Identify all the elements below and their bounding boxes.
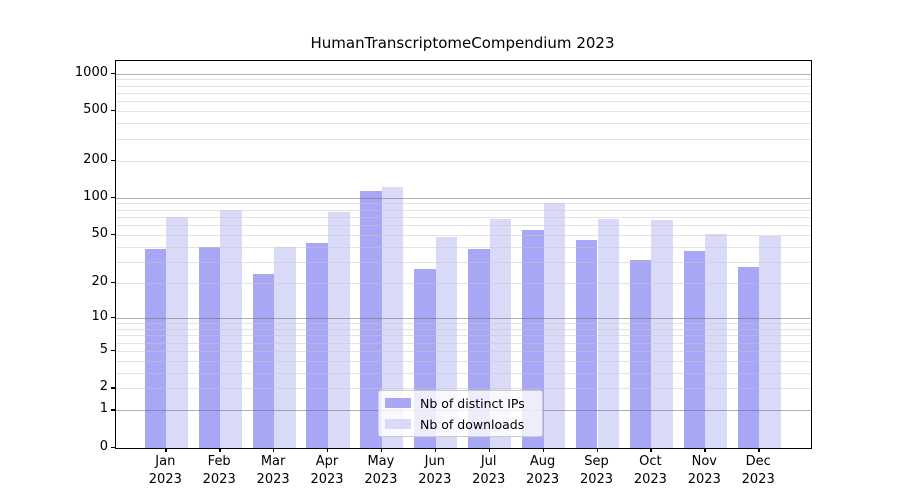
gridline-minor-500: [116, 111, 811, 113]
y-tick-label-0: 0: [99, 439, 108, 454]
x-tick-label-aug: Aug 2023: [526, 454, 560, 487]
x-tick-label-apr: Apr 2023: [310, 454, 344, 487]
x-tick-label-mar: Mar 2023: [256, 454, 290, 487]
bar-distinct-ips-jan: [144, 249, 167, 448]
bar-downloads-may: [381, 187, 404, 448]
gridline-minor-600: [116, 101, 811, 103]
y-tick-label-20: 20: [91, 273, 108, 289]
gridline-minor-90: [116, 203, 811, 205]
y-tick-label-1000: 1000: [74, 64, 108, 80]
bar-downloads-mar: [274, 246, 296, 448]
bar-distinct-ips-may: [360, 191, 382, 448]
x-tick-label-feb: Feb 2023: [202, 454, 236, 487]
gridline-minor-6: [116, 342, 811, 344]
y-tick-mark-200: [111, 159, 115, 161]
legend-label-distinct-ips: Nb of distinct IPs: [420, 395, 525, 411]
gridline-minor-5: [116, 350, 811, 352]
y-tick-mark-5: [111, 349, 115, 352]
gridline-minor-900: [116, 79, 811, 81]
x-tick-label-dec: Dec 2023: [741, 454, 775, 487]
plot-area: [115, 60, 812, 449]
gridline-minor-2: [116, 388, 811, 390]
bar-distinct-ips-apr: [306, 242, 328, 448]
legend-swatch-downloads: [385, 419, 411, 429]
x-tick-mark-feb: [219, 448, 221, 452]
gridline-minor-4: [116, 360, 811, 362]
y-tick-mark-0: [111, 447, 115, 449]
x-tick-mark-dec: [758, 448, 760, 452]
legend-swatch-distinct-ips: [385, 398, 411, 408]
legend-label-downloads: Nb of downloads: [420, 416, 525, 432]
x-tick-mark-may: [380, 448, 383, 452]
gridline-minor-200: [116, 160, 811, 162]
x-tick-label-jan: Jan 2023: [148, 454, 182, 487]
x-tick-label-oct: Oct 2023: [633, 454, 667, 487]
y-tick-label-500: 500: [83, 102, 108, 118]
y-tick-mark-500: [111, 110, 115, 112]
x-tick-mark-mar: [273, 448, 275, 452]
x-tick-mark-nov: [704, 448, 706, 452]
x-tick-label-may: May 2023: [364, 454, 398, 487]
bar-downloads-sep: [597, 219, 620, 448]
x-tick-label-nov: Nov 2023: [687, 454, 721, 487]
y-tick-label-100: 100: [83, 188, 108, 204]
x-tick-label-jul: Jul 2023: [472, 454, 506, 487]
gridline-minor-70: [116, 216, 811, 218]
y-tick-mark-50: [111, 233, 115, 236]
gridline-minor-7: [116, 335, 811, 337]
gridline-minor-40: [116, 246, 811, 248]
y-tick-mark-1: [111, 409, 115, 411]
y-tick-mark-2: [111, 387, 115, 389]
y-tick-label-1: 1: [99, 401, 108, 417]
x-tick-mark-apr: [327, 448, 329, 452]
gridline-major-100: [116, 197, 811, 199]
gridline-minor-300: [116, 138, 811, 140]
bar-downloads-oct: [651, 220, 673, 448]
y-tick-label-5: 5: [99, 341, 108, 357]
x-tick-mark-jun: [434, 448, 437, 452]
gridline-minor-20: [116, 282, 811, 284]
bar-distinct-ips-sep: [575, 240, 598, 448]
x-tick-mark-aug: [542, 448, 544, 452]
bar-distinct-ips-dec: [737, 267, 760, 448]
x-tick-mark-jan: [165, 448, 167, 452]
x-tick-label-jun: Jun 2023: [418, 454, 452, 487]
gridline-minor-8: [116, 328, 811, 330]
gridline-minor-700: [116, 92, 811, 94]
bar-distinct-ips-feb: [198, 246, 221, 448]
gridline-minor-80: [116, 209, 811, 211]
gridline-minor-9: [116, 323, 811, 325]
y-tick-mark-100: [111, 196, 115, 199]
x-tick-mark-oct: [650, 448, 652, 452]
y-tick-mark-1000: [111, 72, 115, 74]
y-tick-label-10: 10: [91, 309, 108, 325]
y-tick-label-200: 200: [83, 151, 108, 167]
gridline-minor-50: [116, 234, 811, 236]
legend: Nb of distinct IPs Nb of downloads: [378, 390, 543, 437]
bar-distinct-ips-nov: [683, 250, 706, 448]
gridline-minor-30: [116, 261, 811, 263]
gridline-minor-60: [116, 225, 811, 227]
bar-downloads-jan: [166, 216, 188, 448]
bar-distinct-ips-oct: [629, 260, 652, 448]
legend-row-distinct-ips: Nb of distinct IPs: [385, 396, 534, 411]
y-tick-label-2: 2: [99, 379, 108, 395]
x-tick-label-sep: Sep 2023: [579, 454, 614, 487]
x-tick-mark-jul: [488, 448, 491, 452]
legend-row-downloads: Nb of downloads: [385, 417, 534, 432]
bar-downloads-nov: [705, 233, 727, 448]
gridline-major-10: [116, 318, 811, 320]
gridline-minor-400: [116, 123, 811, 125]
gridline-minor-800: [116, 85, 811, 87]
chart-title: HumanTranscriptomeCompendium 2023: [310, 34, 615, 52]
y-tick-mark-20: [111, 281, 115, 284]
y-tick-mark-10: [111, 317, 115, 319]
bar-downloads-dec: [759, 235, 781, 448]
x-tick-mark-sep: [596, 448, 598, 452]
bar-downloads-aug: [543, 203, 566, 448]
gridline-minor-3: [116, 372, 811, 374]
y-tick-label-50: 50: [91, 225, 108, 241]
gridline-major-1000: [116, 73, 811, 75]
